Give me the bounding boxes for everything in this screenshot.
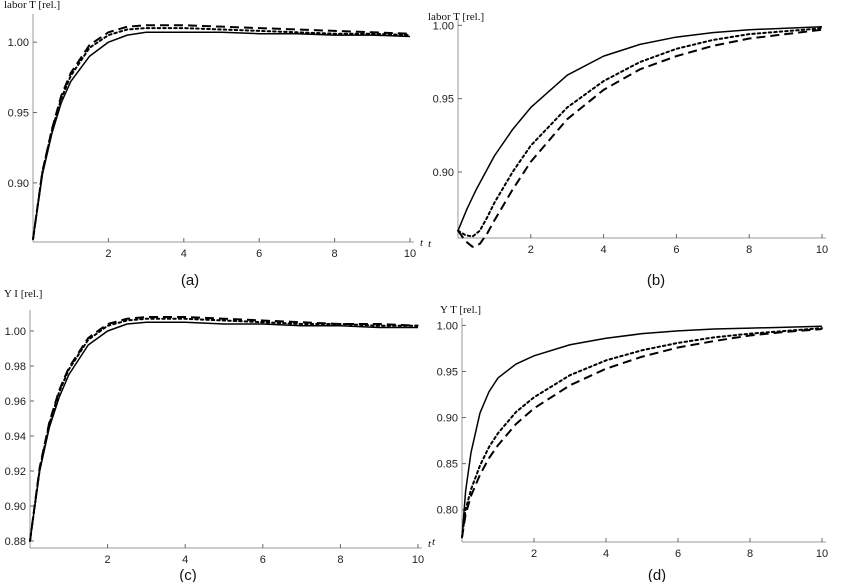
y-tick-label: 1.00	[8, 37, 29, 49]
x-tick-label: 2	[105, 554, 111, 566]
x-axis-label: t	[428, 538, 432, 550]
series-line-dotted	[29, 317, 419, 542]
y-axis-label: Y T [rel.]	[440, 304, 481, 316]
x-axis-label: t	[432, 536, 436, 548]
x-tick-label: 2	[528, 244, 534, 256]
y-tick-label: 0.90	[437, 413, 458, 425]
x-tick-label: 10	[816, 244, 828, 256]
x-tick-label: 2	[531, 548, 537, 560]
y-tick-label: 0.90	[5, 501, 26, 513]
x-tick-label: 4	[601, 244, 607, 256]
y-tick-label: 0.95	[433, 94, 454, 106]
x-tick-label: 6	[673, 244, 679, 256]
y-axis-label: labor T [rel.]	[428, 11, 484, 23]
x-tick-label: 6	[675, 548, 681, 560]
panel-caption: (c)	[179, 567, 197, 582]
x-tick-label: 2	[105, 248, 111, 260]
x-tick-label: 4	[603, 548, 609, 560]
x-tick-label: 10	[404, 248, 416, 260]
series-line-dotted	[457, 27, 823, 238]
y-tick-label: 1.00	[5, 326, 26, 338]
series-line-solid	[32, 31, 411, 240]
panel-a: 0.90 0.95 1.00 2 4 6 8 10 labor T [rel.] t (a)	[4, 0, 424, 289]
y-tick-label: 0.98	[5, 361, 26, 373]
x-tick-label: 8	[746, 244, 752, 256]
series-line-dotted	[32, 27, 411, 241]
panel-b: 0.90 0.95 1.00 2 4 6 8 10 labor T [rel.] t (b)	[428, 11, 828, 289]
y-tick-label: 0.96	[5, 396, 26, 408]
x-tick-label: 6	[260, 554, 266, 566]
x-tick-label: 8	[337, 554, 343, 566]
y-tick-label: 0.90	[8, 178, 29, 190]
y-tick-label: 0.94	[5, 431, 26, 443]
y-axis-label: labor T [rel.]	[4, 0, 60, 11]
y-tick-label: 0.95	[8, 108, 29, 120]
series-line-dashed	[457, 28, 823, 248]
y-tick-label: 0.80	[437, 505, 458, 517]
y-tick-label: 0.92	[5, 466, 26, 478]
y-tick-label: 1.00	[437, 320, 458, 332]
y-tick-label: 0.85	[437, 459, 458, 471]
series-line-dashed	[29, 316, 419, 542]
y-axis-label: Y I [rel.]	[4, 288, 42, 300]
series-line-solid	[461, 325, 823, 538]
x-axis-label: t	[420, 237, 424, 249]
x-tick-label: 10	[412, 554, 424, 566]
panel-d: 0.80 0.85 0.90 0.95 1.00 2 4 6 8 10 Y T [rel.] t (d)	[432, 304, 828, 582]
series-line-solid	[29, 321, 418, 542]
panel-caption: (b)	[647, 272, 665, 289]
panel-caption: (d)	[648, 567, 666, 582]
panel-c: 0.88 0.90 0.92 0.94 0.96 0.98 1.00 2 4 6 8 10 Y I [r…	[4, 288, 432, 582]
y-tick-label: 0.95	[437, 366, 458, 378]
series-line-dotted	[461, 327, 823, 539]
panel-caption: (a)	[181, 272, 199, 289]
y-tick-label: 1.00	[433, 20, 454, 32]
x-axis-label: t	[428, 238, 432, 250]
series-line-dashed	[461, 328, 823, 538]
series-line-solid	[457, 26, 823, 231]
x-tick-label: 6	[256, 248, 262, 260]
x-tick-label: 4	[182, 554, 188, 566]
x-tick-label: 10	[816, 548, 828, 560]
x-tick-label: 8	[332, 248, 338, 260]
x-tick-label: 4	[181, 248, 187, 260]
x-tick-label: 8	[747, 548, 753, 560]
y-tick-label: 0.90	[433, 167, 454, 179]
y-tick-label: 0.88	[5, 536, 26, 548]
